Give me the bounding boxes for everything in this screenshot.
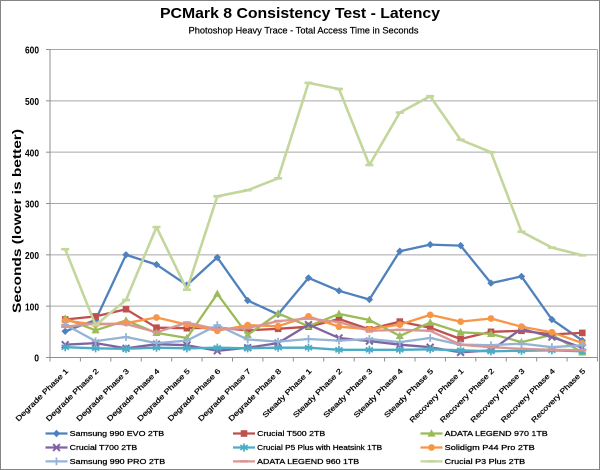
- svg-text:200: 200: [25, 251, 39, 262]
- svg-text:Crucial P3 Plus 2TB: Crucial P3 Plus 2TB: [445, 457, 526, 466]
- svg-text:Samsung 990 PRO 2TB: Samsung 990 PRO 2TB: [70, 457, 166, 466]
- svg-text:Crucial P5 Plus with Heatsink: Crucial P5 Plus with Heatsink 1TB: [257, 443, 382, 452]
- svg-text:300: 300: [25, 200, 39, 211]
- svg-text:ADATA LEGEND 960 1TB: ADATA LEGEND 960 1TB: [257, 457, 359, 466]
- svg-text:0: 0: [34, 354, 39, 365]
- svg-text:Solidigm P44 Pro 2TB: Solidigm P44 Pro 2TB: [445, 443, 535, 452]
- svg-text:Crucial T700 2TB: Crucial T700 2TB: [70, 443, 138, 452]
- svg-text:Samsung 990 EVO 2TB: Samsung 990 EVO 2TB: [70, 429, 165, 438]
- svg-text:Seconds (lower is better): Seconds (lower is better): [12, 129, 24, 313]
- svg-text:100: 100: [25, 302, 39, 313]
- svg-text:Photoshop Heavy Trace - Total: Photoshop Heavy Trace - Total Access Tim…: [189, 26, 419, 37]
- svg-text:500: 500: [25, 97, 39, 108]
- svg-text:600: 600: [25, 46, 39, 57]
- svg-text:ADATA LEGEND 970 1TB: ADATA LEGEND 970 1TB: [445, 429, 548, 438]
- svg-text:PCMark 8 Consistency Test - La: PCMark 8 Consistency Test - Latency: [160, 5, 441, 22]
- svg-text:Crucial T500 2TB: Crucial T500 2TB: [257, 429, 325, 438]
- svg-text:400: 400: [25, 148, 39, 159]
